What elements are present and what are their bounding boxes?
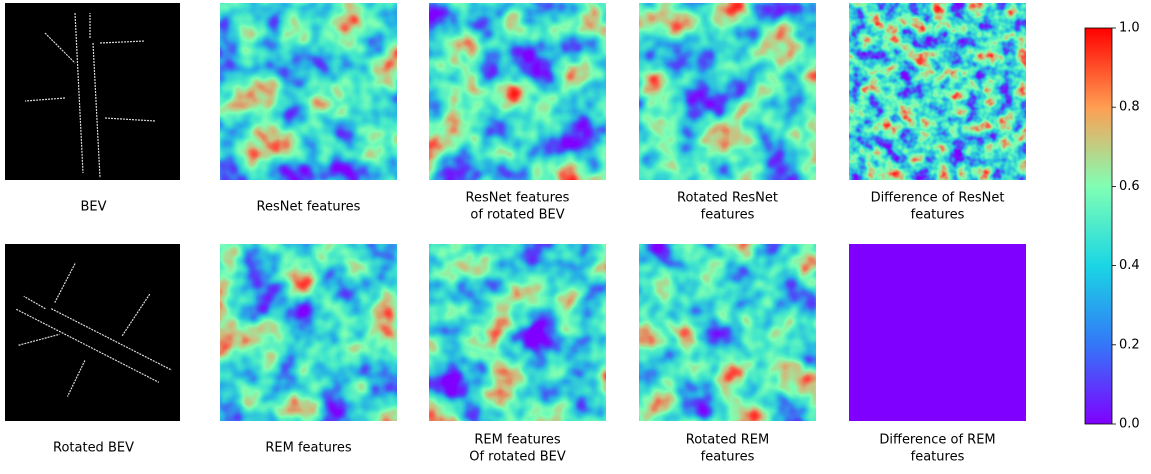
feature-map bbox=[639, 3, 816, 180]
caption: Rotated ResNet bbox=[677, 191, 778, 206]
colorbar-tick-label: 0.8 bbox=[1119, 100, 1140, 115]
caption: ResNet features bbox=[257, 200, 361, 215]
bev-points bbox=[15, 262, 172, 397]
caption: ResNet features bbox=[466, 191, 570, 206]
bev-image bbox=[5, 244, 180, 421]
feature-map bbox=[220, 3, 397, 180]
caption: REM features bbox=[265, 441, 352, 456]
caption: BEV bbox=[80, 200, 106, 215]
feature-map bbox=[429, 244, 606, 421]
feature-map bbox=[849, 244, 1026, 421]
caption: Of rotated BEV bbox=[469, 450, 566, 465]
colorbar-tick-label: 0.6 bbox=[1119, 179, 1140, 194]
feature-map bbox=[849, 3, 1026, 180]
caption: of rotated BEV bbox=[470, 208, 564, 223]
caption: features bbox=[701, 450, 755, 465]
colorbar-tick-label: 0.0 bbox=[1119, 417, 1140, 432]
feature-map bbox=[220, 244, 397, 421]
caption: Difference of REM bbox=[879, 433, 995, 448]
colorbar-tick-label: 0.4 bbox=[1119, 258, 1140, 273]
colorbar bbox=[1084, 27, 1113, 425]
caption: features bbox=[701, 208, 755, 223]
caption: Rotated REM bbox=[686, 433, 769, 448]
caption: Difference of ResNet bbox=[871, 191, 1005, 206]
feature-map bbox=[429, 3, 606, 180]
feature-map bbox=[639, 244, 816, 421]
bev-image bbox=[5, 3, 180, 180]
caption: Rotated BEV bbox=[53, 441, 134, 456]
caption: REM features bbox=[474, 433, 561, 448]
caption: features bbox=[911, 208, 965, 223]
colorbar-tick-label: 0.2 bbox=[1119, 337, 1140, 352]
colorbar-tick-label: 1.0 bbox=[1119, 21, 1140, 36]
bev-points bbox=[24, 12, 156, 179]
caption: features bbox=[911, 450, 965, 465]
